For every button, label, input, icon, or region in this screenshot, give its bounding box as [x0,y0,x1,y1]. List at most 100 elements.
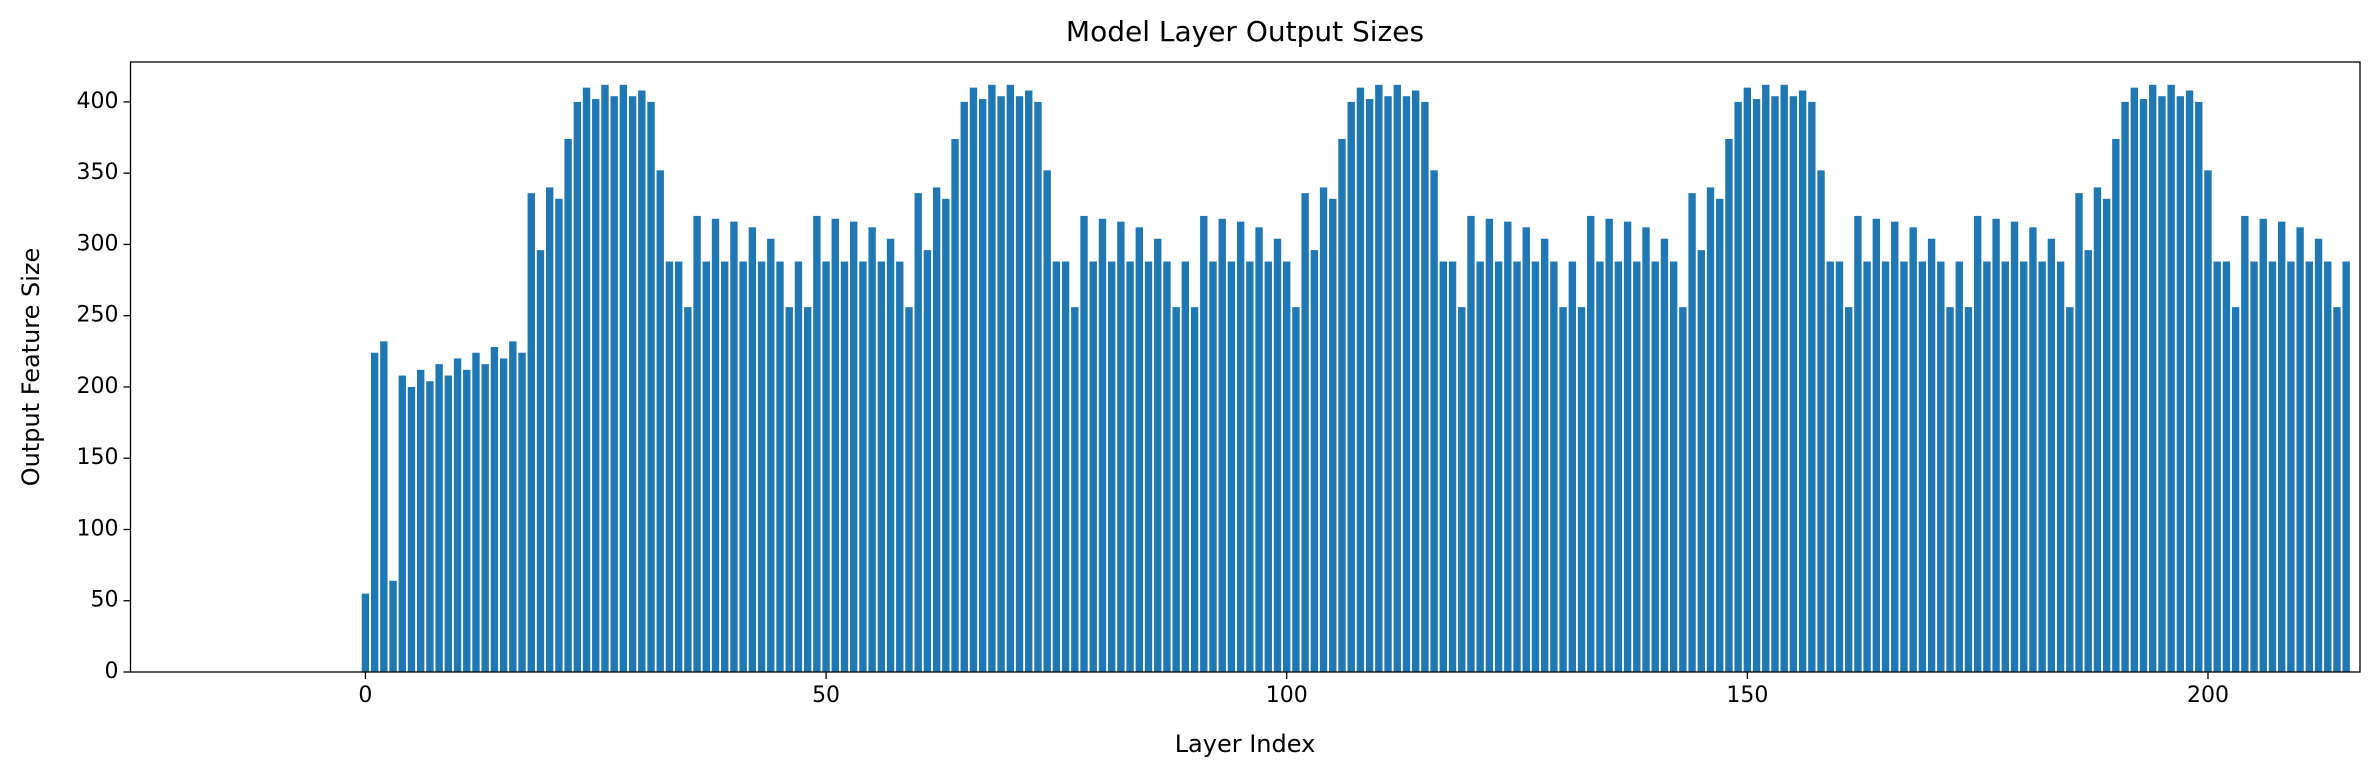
bar [1089,261,1097,672]
bar [2204,170,2212,673]
bar [2121,101,2129,672]
bar [2093,187,2102,672]
bar [453,358,462,672]
bar [1983,261,1991,672]
bar [2268,261,2277,672]
bar [2084,250,2092,672]
bar [1236,221,1245,673]
bar [490,347,499,672]
bar [1872,218,1881,672]
bar [2259,218,2267,672]
bar [2047,238,2056,672]
bar [2231,307,2240,672]
bar [721,261,729,672]
bar [1227,261,1236,672]
bar [1264,261,1272,672]
bar [776,261,784,672]
bar [2139,99,2148,672]
bar [1891,221,1899,673]
bar [1273,238,1282,672]
bar [1494,261,1503,672]
bar [1743,87,1752,673]
bar [1633,261,1641,672]
bar [1927,238,1936,672]
y-tick-label: 100 [77,516,119,541]
bar [2038,261,2046,672]
bar [444,375,453,672]
bar [1937,261,1945,672]
bar [1117,221,1125,673]
bar [1485,218,1494,672]
bar [1973,215,1982,672]
bar [1706,187,1715,672]
bar [407,386,416,672]
bar [1789,96,1798,672]
bar [1338,138,1346,672]
bar [1771,96,1779,672]
bar [969,87,978,673]
bar [1531,261,1540,672]
bar [978,99,987,672]
bar [942,198,950,672]
bar [647,101,655,672]
bar [997,96,1005,672]
bar [509,341,517,672]
bar [1375,84,1383,673]
bar [1854,215,1862,672]
bar [1393,84,1401,673]
bar [1015,96,1024,672]
bar [2305,261,2314,672]
bar [960,101,968,672]
bar [628,96,637,672]
bar [1679,307,1687,672]
bar [481,364,489,672]
bar [499,358,508,672]
bar [398,375,406,672]
bar [850,221,858,673]
bar [1605,218,1613,672]
bar [914,193,922,672]
bar [923,250,932,672]
bar [1752,99,1761,672]
bar [2056,261,2065,672]
bar [417,369,425,672]
bar [840,261,849,672]
bar [1154,238,1162,672]
bar [1025,90,1033,673]
bar [896,261,904,672]
bar [1817,170,1825,673]
bar [1909,227,1917,673]
bar [527,193,535,672]
bar [1319,187,1328,672]
bar [1292,307,1300,672]
x-axis-label: Layer Index [1175,730,1316,758]
x-tick-label: 150 [1726,683,1768,708]
bar [1172,307,1180,672]
bar [1402,96,1411,672]
bar [1430,170,1438,673]
bar [1623,221,1632,673]
bar [831,218,839,672]
bar [638,90,646,673]
bar [610,96,618,672]
bar [2185,90,2194,673]
bar [656,170,664,673]
bar [803,307,812,672]
bar [1660,238,1669,672]
bar [1043,170,1051,673]
bar [886,238,895,672]
bar [1540,238,1549,672]
bar [2075,193,2083,672]
bar [389,580,397,672]
bar [545,187,554,672]
bar [1301,193,1309,672]
bar [1651,261,1659,672]
bar [2278,221,2286,673]
bar [1596,261,1604,672]
bar [1762,84,1770,673]
bar [2287,261,2295,672]
bar [905,307,913,672]
bar [794,261,803,672]
y-tick-label: 0 [105,659,119,684]
